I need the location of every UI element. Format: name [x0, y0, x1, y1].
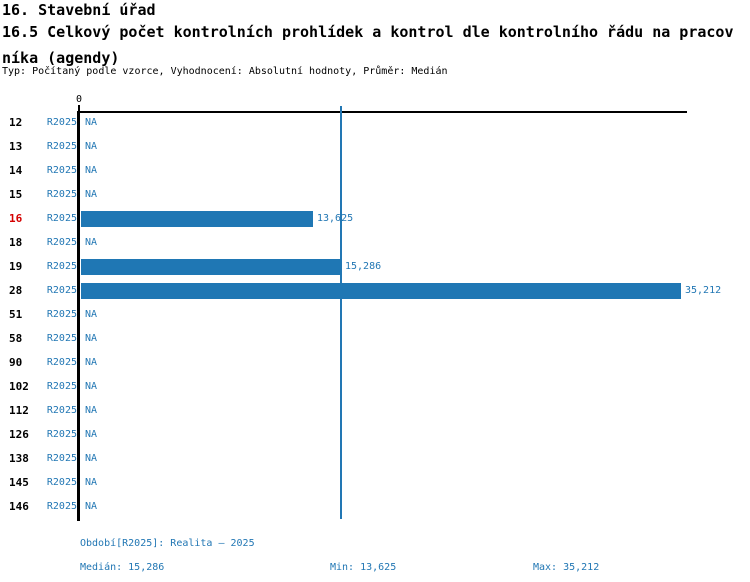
series-label: R2025 — [46, 453, 77, 464]
na-value-label: NA — [85, 477, 98, 488]
series-label: R2025 — [46, 189, 77, 200]
bar[interactable] — [81, 283, 681, 299]
chart-row: 146 R2025 NA — [0, 499, 750, 515]
series-label: R2025 — [46, 309, 77, 320]
series-label: R2025 — [46, 213, 77, 224]
chart-row: 138 R2025 NA — [0, 451, 750, 467]
chart-row: 58 R2025 NA — [0, 331, 750, 347]
bar[interactable] — [81, 259, 341, 275]
category-label: 16 — [9, 212, 23, 225]
category-label: 138 — [9, 452, 29, 465]
series-label: R2025 — [46, 501, 77, 512]
series-label: R2025 — [46, 261, 77, 272]
na-value-label: NA — [85, 333, 98, 344]
chart-row: 14 R2025 NA — [0, 163, 750, 179]
bar-value-label: 35,212 — [685, 285, 722, 296]
series-label: R2025 — [46, 477, 77, 488]
chart-row: 90 R2025 NA — [0, 355, 750, 371]
x-axis-tick — [78, 105, 80, 111]
bar[interactable] — [81, 211, 313, 227]
category-label: 145 — [9, 476, 29, 489]
chart-row: 15 R2025 NA — [0, 187, 750, 203]
category-label: 15 — [9, 188, 23, 201]
category-label: 14 — [9, 164, 23, 177]
category-label: 102 — [9, 380, 29, 393]
na-value-label: NA — [85, 309, 98, 320]
category-label: 19 — [9, 260, 23, 273]
median-line — [340, 106, 342, 519]
na-value-label: NA — [85, 429, 98, 440]
series-label: R2025 — [46, 357, 77, 368]
na-value-label: NA — [85, 501, 98, 512]
category-label: 18 — [9, 236, 23, 249]
chart-row: 18 R2025 NA — [0, 235, 750, 251]
category-label: 90 — [9, 356, 23, 369]
category-label: 126 — [9, 428, 29, 441]
chart-row: 145 R2025 NA — [0, 475, 750, 491]
series-label: R2025 — [46, 117, 77, 128]
na-value-label: NA — [85, 381, 98, 392]
na-value-label: NA — [85, 141, 98, 152]
report-section-title: 16. Stavební úřad — [2, 1, 156, 19]
series-label: R2025 — [46, 333, 77, 344]
category-label: 28 — [9, 284, 23, 297]
na-value-label: NA — [85, 357, 98, 368]
chart-row: 51 R2025 NA — [0, 307, 750, 323]
chart-row: 16 R2025 13,625 — [0, 211, 750, 227]
chart-row: 28 R2025 35,212 — [0, 283, 750, 299]
bar-value-label: 13,625 — [317, 213, 354, 224]
category-label: 12 — [9, 116, 23, 129]
na-value-label: NA — [85, 453, 98, 464]
category-label: 58 — [9, 332, 23, 345]
chart-row: 13 R2025 NA — [0, 139, 750, 155]
min-stat-label: Min: 13,625 — [330, 562, 397, 573]
series-label: R2025 — [46, 237, 77, 248]
period-label: Období[R2025]: Realita – 2025 — [80, 538, 255, 549]
series-label: R2025 — [46, 381, 77, 392]
chart-row: 112 R2025 NA — [0, 403, 750, 419]
category-label: 13 — [9, 140, 23, 153]
category-label: 146 — [9, 500, 29, 513]
category-label: 112 — [9, 404, 29, 417]
y-axis-line — [77, 111, 80, 521]
max-stat-label: Max: 35,212 — [533, 562, 600, 573]
chart-row: 12 R2025 NA — [0, 115, 750, 131]
na-value-label: NA — [85, 189, 98, 200]
chart-row: 126 R2025 NA — [0, 427, 750, 443]
x-axis-zero-label: 0 — [75, 94, 83, 105]
series-label: R2025 — [46, 141, 77, 152]
bar-value-label: 15,286 — [345, 261, 382, 272]
series-label: R2025 — [46, 285, 77, 296]
category-label: 51 — [9, 308, 23, 321]
na-value-label: NA — [85, 237, 98, 248]
na-value-label: NA — [85, 117, 98, 128]
x-axis-line — [78, 111, 687, 113]
chart-row: 19 R2025 15,286 — [0, 259, 750, 275]
series-label: R2025 — [46, 165, 77, 176]
na-value-label: NA — [85, 405, 98, 416]
chart-title: 16.5 Celkový počet kontrolních prohlídek… — [2, 23, 734, 67]
series-label: R2025 — [46, 405, 77, 416]
series-label: R2025 — [46, 429, 77, 440]
chart-row: 102 R2025 NA — [0, 379, 750, 395]
median-stat-label: Medián: 15,286 — [80, 562, 165, 573]
na-value-label: NA — [85, 165, 98, 176]
chart-meta-line: Typ: Počítaný podle vzorce, Vyhodnocení:… — [2, 66, 448, 77]
